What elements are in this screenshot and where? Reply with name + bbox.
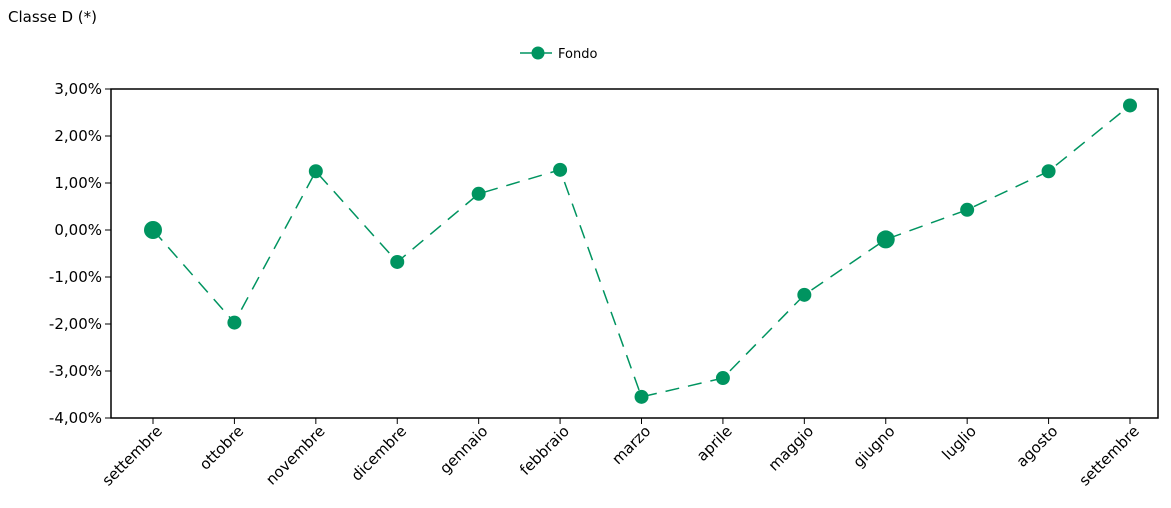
data-point [144,221,162,239]
x-tick-label: febbraio [516,422,573,479]
x-tick-label: dicembre [348,422,410,484]
y-tick-label: -1,00% [49,268,102,286]
x-tick-label: settembre [1075,422,1142,489]
y-tick-label: -4,00% [49,409,102,427]
y-tick-label: -2,00% [49,315,102,333]
data-point [390,254,405,269]
data-point [715,371,730,386]
data-point [308,164,323,179]
x-tick-label: luglio [938,422,980,464]
data-point [634,389,649,404]
x-tick-label: marzo [608,422,654,468]
x-tick-label: novembre [262,422,328,488]
x-tick-label: aprile [693,422,736,465]
y-tick-label: 3,00% [54,80,102,98]
legend: Fondo [520,46,597,62]
data-point [1041,164,1056,179]
y-axis: 3,00% 2,00% 1,00% 0,00% -1,00% -2,00% -3,00% -4… [49,80,111,427]
y-tick-label: -3,00% [49,362,102,380]
x-tick-label: settembre [98,422,165,489]
data-point [876,230,895,249]
legend-marker [531,46,545,60]
chart-title: Classe D (*) [8,8,97,26]
plot-area [110,88,1159,419]
x-tick-label: ottobre [196,422,247,473]
data-point [471,186,486,201]
x-tick-label: maggio [765,422,817,474]
data-point [1123,98,1137,113]
x-tick-label: giugno [850,422,899,471]
data-point [960,202,975,217]
x-axis: settembre ottobre novembre dicembre gennaio f… [98,418,1143,489]
data-point [797,287,812,302]
data-point [227,315,242,330]
series-line-fondo [152,104,1131,398]
data-point [553,162,568,177]
y-tick-label: 0,00% [54,221,102,239]
legend-label: Fondo [558,47,597,62]
y-tick-label: 2,00% [54,127,102,145]
x-tick-label: gennaio [436,422,491,477]
y-tick-label: 1,00% [54,174,102,192]
data-points [144,98,1137,404]
x-tick-label: agosto [1013,422,1062,471]
